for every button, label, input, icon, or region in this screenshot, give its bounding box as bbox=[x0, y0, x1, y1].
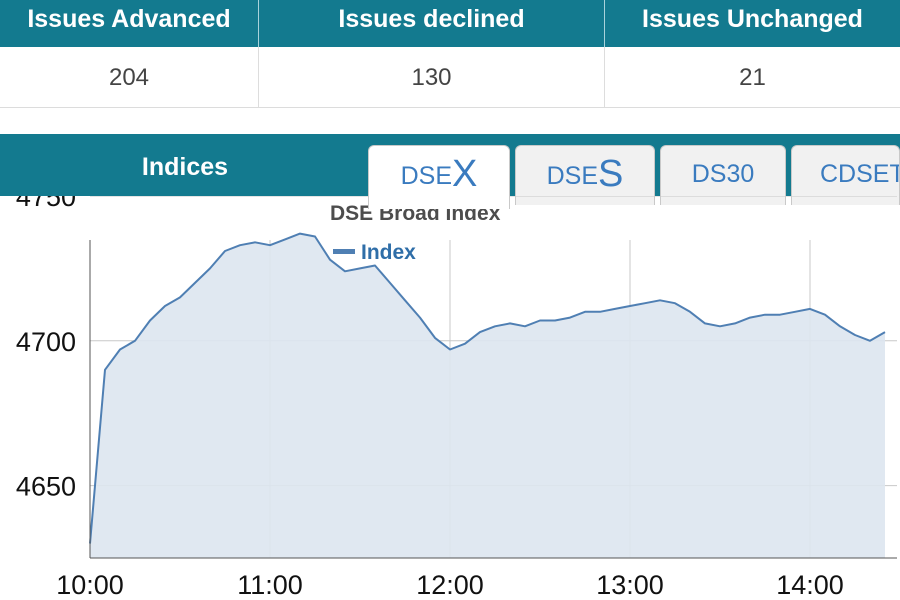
x-tick-label: 14:00 bbox=[776, 570, 844, 600]
header-divider bbox=[258, 0, 259, 47]
chart-legend[interactable]: Index bbox=[333, 241, 416, 264]
value-divider bbox=[258, 47, 259, 107]
index-area bbox=[90, 233, 885, 558]
y-tick-label: 4700 bbox=[16, 327, 76, 357]
issues-table: Issues Advanced Issues declined Issues U… bbox=[0, 0, 900, 108]
legend-swatch bbox=[333, 249, 355, 254]
tab-dsex-big-letter: X bbox=[452, 153, 478, 195]
tab-cdset-label: CDSET bbox=[820, 160, 900, 188]
tab-ds30-label: DS30 bbox=[691, 160, 755, 188]
tab-ds30[interactable]: DS30 bbox=[660, 145, 786, 205]
tab-dses-prefix: DSE bbox=[546, 162, 599, 190]
x-tick-label: 13:00 bbox=[596, 570, 664, 600]
issues-declined-header: Issues declined bbox=[338, 5, 525, 33]
issues-advanced-value: 204 bbox=[108, 64, 150, 91]
legend-label: Index bbox=[361, 241, 416, 264]
x-tick-label: 10:00 bbox=[56, 570, 124, 600]
tab-dses-big-letter: S bbox=[598, 153, 624, 195]
tab-dsex[interactable]: DSEX bbox=[368, 145, 510, 209]
indices-tabbar: Indices DSEX DSES DS30 CDSET bbox=[0, 134, 900, 209]
issues-advanced-header: Issues Advanced bbox=[27, 5, 231, 33]
tab-dses[interactable]: DSES bbox=[515, 145, 655, 205]
issues-value-row: 204 130 21 bbox=[0, 47, 900, 108]
index-line bbox=[89, 232, 886, 544]
chart-labels: 4650 4700 4750 10:00 11:00 12:00 13:00 14:00 bbox=[16, 196, 844, 600]
y-tick-label: 4750 bbox=[16, 196, 76, 212]
indices-title: Indices bbox=[141, 153, 229, 181]
x-tick-label: 11:00 bbox=[237, 570, 303, 600]
issues-declined-value: 130 bbox=[411, 64, 452, 91]
issues-unchanged-header: Issues Unchanged bbox=[642, 5, 863, 33]
issues-unchanged-value: 21 bbox=[739, 64, 766, 91]
chart-axes bbox=[89, 240, 897, 559]
x-tick-label: 12:00 bbox=[416, 570, 484, 600]
header-divider bbox=[604, 0, 605, 47]
y-tick-label: 4650 bbox=[16, 472, 76, 502]
issues-header-row: Issues Advanced Issues declined Issues U… bbox=[0, 0, 900, 47]
tab-dsex-prefix: DSE bbox=[400, 162, 453, 190]
value-divider bbox=[604, 47, 605, 107]
